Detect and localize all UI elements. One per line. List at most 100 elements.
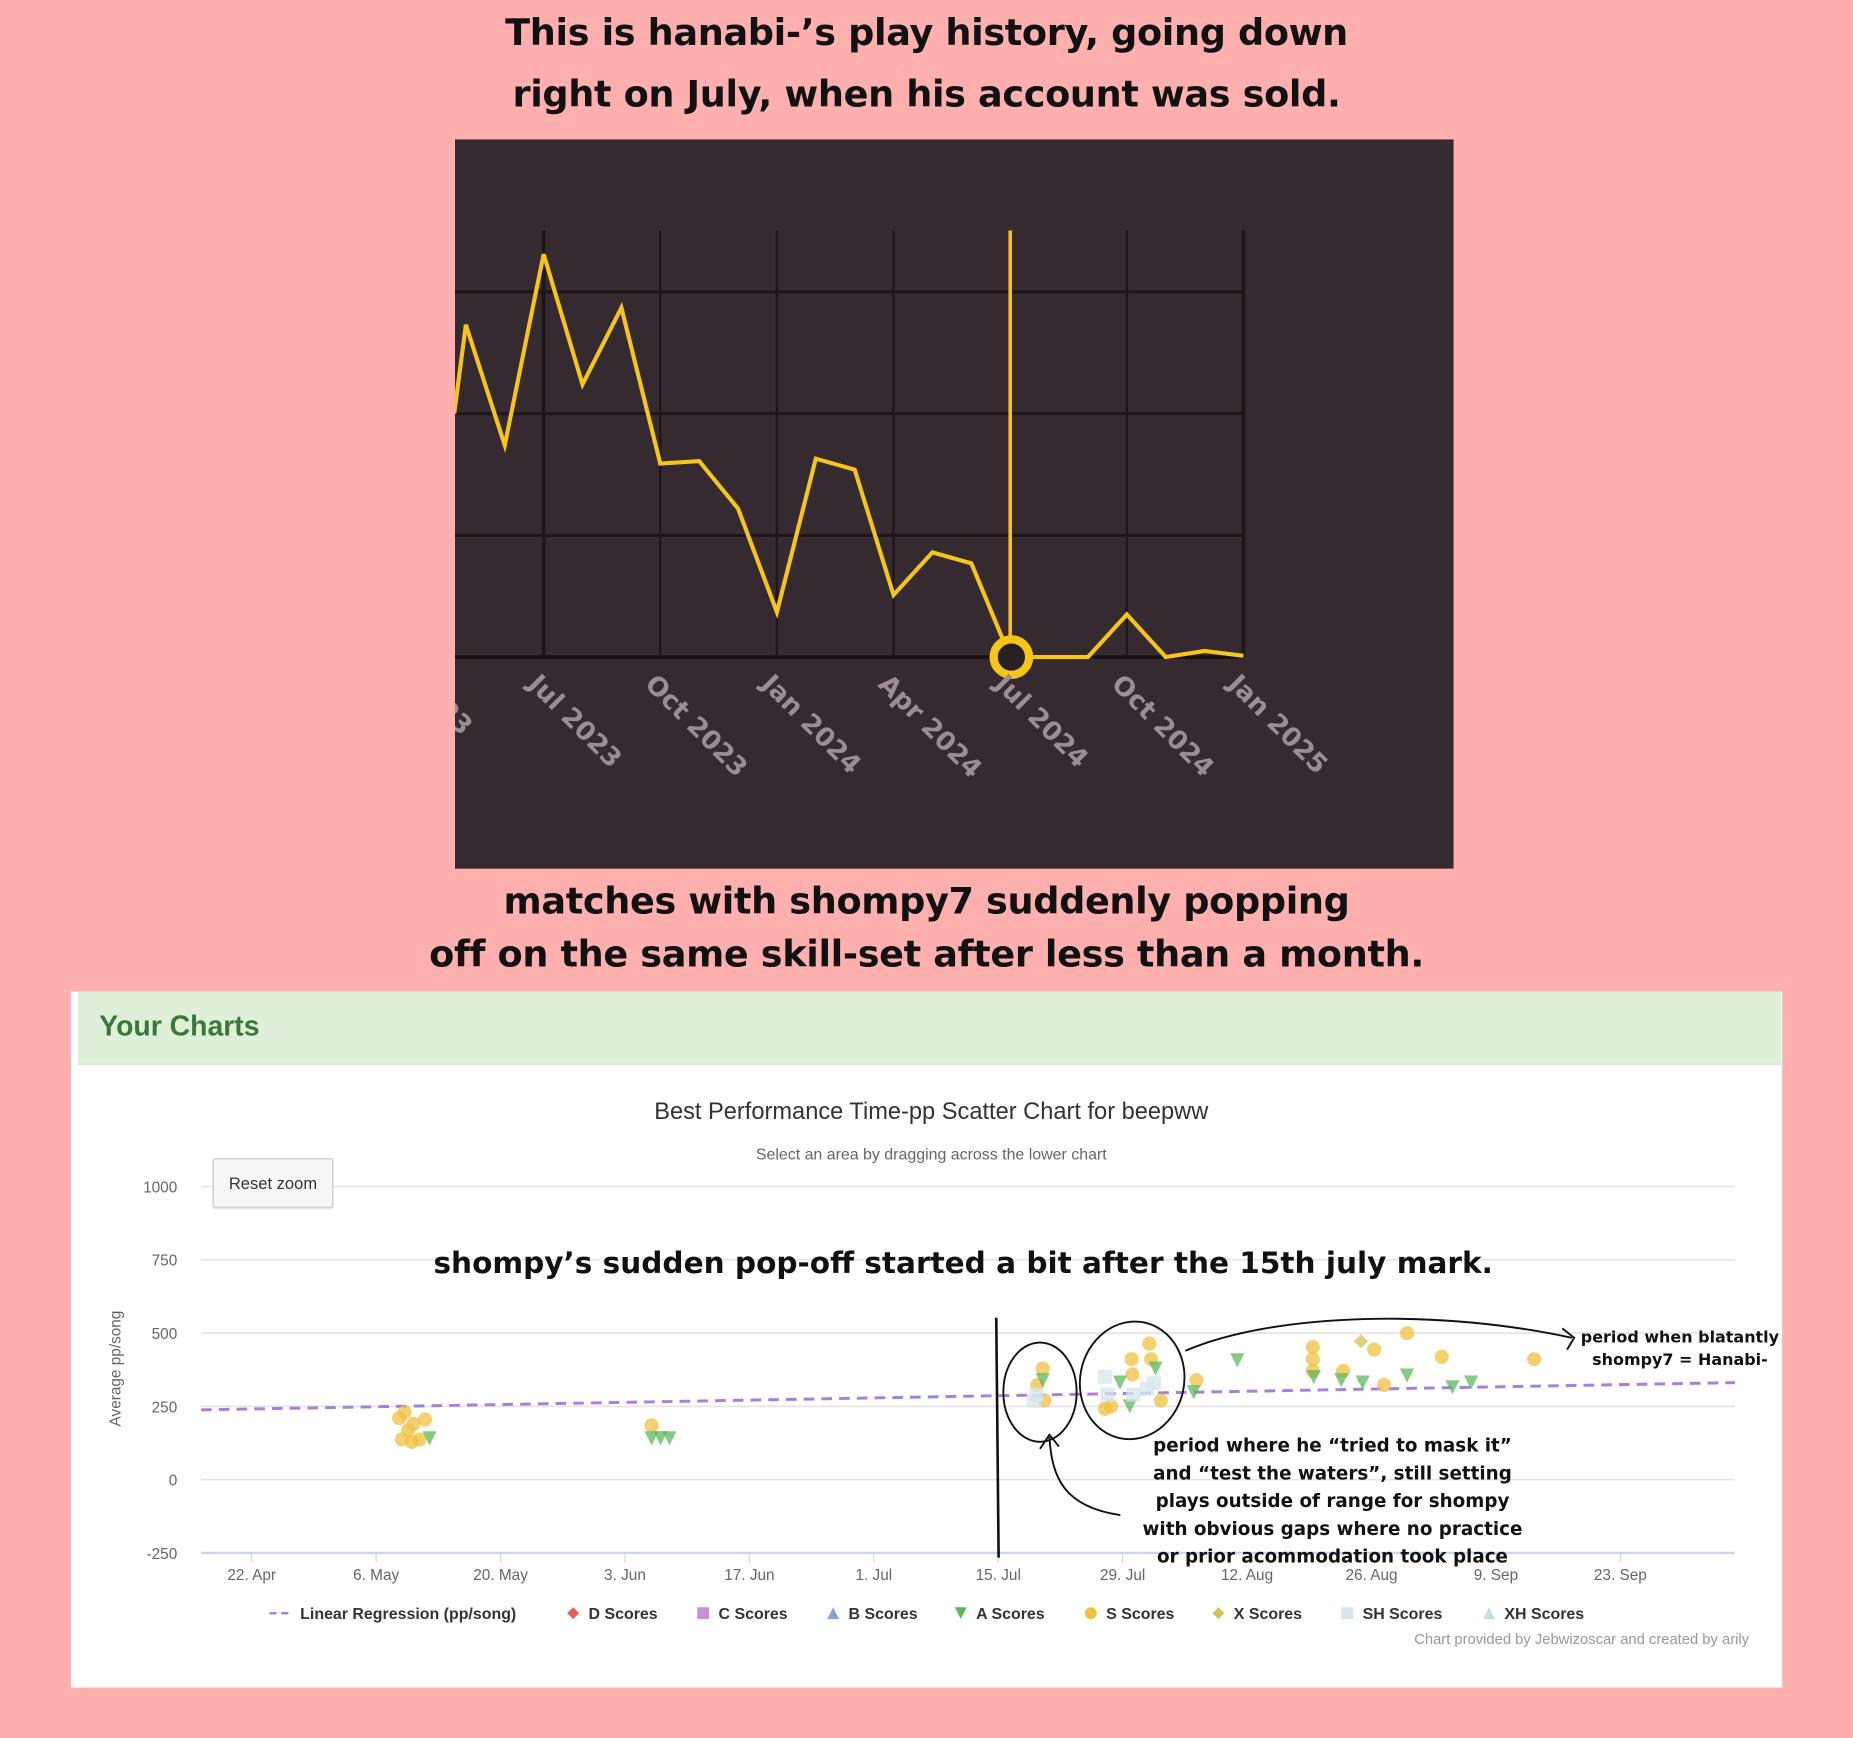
annotation-arrow-small xyxy=(1039,1433,1121,1517)
scatter-point-a-scores xyxy=(1035,1373,1050,1388)
legend-item[interactable]: S Scores xyxy=(1084,1606,1175,1623)
scatter-point-sh-scores xyxy=(1126,1387,1141,1402)
caption-mid-line1: matches with shompy7 suddenly popping xyxy=(503,880,1350,923)
legend-item[interactable]: Linear Regression (pp/song) xyxy=(269,1606,516,1623)
scatter-point-s-scores xyxy=(1142,1336,1157,1351)
annotation-blatant-line2: shompy7 = Hanabi- xyxy=(1592,1350,1768,1370)
scatter-point-a-scores xyxy=(1355,1375,1370,1390)
reset-zoom-button[interactable]: Reset zoom xyxy=(212,1158,334,1208)
annotation-mask-line: or prior acommodation took place xyxy=(1156,1545,1508,1568)
legend-diamond-icon xyxy=(1212,1607,1225,1620)
x-tick-label: 29. Jul xyxy=(1100,1567,1145,1584)
legend-item[interactable]: B Scores xyxy=(827,1606,918,1623)
annotation-blatant-line1: period when blatantly xyxy=(1580,1328,1780,1348)
y-tick-label: 750 xyxy=(152,1253,178,1270)
caption-top-line1: This is hanabi-’s play history, going do… xyxy=(505,11,1348,55)
legend-square-icon xyxy=(697,1607,710,1620)
x-tick-label: 12. Aug xyxy=(1221,1567,1273,1584)
legend-item[interactable]: C Scores xyxy=(697,1606,788,1623)
panel-title: Your Charts xyxy=(99,1010,260,1043)
legend-label: C Scores xyxy=(719,1606,788,1623)
x-tick-label: 17. Jun xyxy=(724,1567,774,1584)
legend-label: A Scores xyxy=(976,1606,1045,1623)
x-tick-label: 15. Jul xyxy=(976,1567,1021,1584)
legend-label: B Scores xyxy=(849,1606,918,1623)
scatter-point-a-scores xyxy=(1306,1369,1321,1385)
legend-diamond-icon xyxy=(567,1607,580,1620)
scatter-point-s-scores xyxy=(1305,1340,1320,1355)
scatter-point-a-scores xyxy=(1112,1375,1128,1390)
scatter-point-s-scores xyxy=(1399,1325,1415,1341)
x-tick-label: 22. Apr xyxy=(227,1567,276,1584)
scatter-point-sh-scores xyxy=(1100,1387,1115,1402)
legend-label: D Scores xyxy=(589,1606,658,1623)
chart-credit: Chart provided by Jebwizoscar and create… xyxy=(1414,1632,1749,1648)
x-tick-label: 3. Jun xyxy=(604,1567,646,1584)
scatter-point-s-scores xyxy=(1367,1342,1382,1357)
scatter-point-s-scores xyxy=(1527,1352,1542,1367)
legend-label: SH Scores xyxy=(1363,1606,1443,1623)
legend-item[interactable]: XH Scores xyxy=(1483,1606,1584,1623)
chart-title: Best Performance Time-pp Scatter Chart f… xyxy=(654,1099,1209,1125)
chart-subtitle: Select an area by dragging across the lo… xyxy=(756,1146,1107,1163)
caption-top-line2: right on July, when his account was sold… xyxy=(512,73,1341,116)
scatter-point-s-scores xyxy=(1125,1367,1140,1382)
play-history-chart-background xyxy=(454,139,1454,869)
scatter-point-s-scores xyxy=(1153,1393,1168,1408)
scatter-point-s-scores xyxy=(1305,1352,1320,1367)
y-tick-label: -250 xyxy=(147,1546,178,1563)
play-history-chart: 2023 Jul 2023 Oct 2023 Jan 2024 Apr 2024 Jul … xyxy=(454,230,1333,784)
annotation-vertical-mark xyxy=(994,1317,1000,1558)
legend-item[interactable]: X Scores xyxy=(1212,1606,1303,1623)
annotation-mask: period where he “tried to mask it” and “… xyxy=(1111,1432,1554,1571)
scatter-point-a-scores xyxy=(1148,1361,1163,1376)
scatter-point-s-scores xyxy=(1189,1373,1204,1388)
scatter-point-a-scores xyxy=(662,1431,677,1446)
your-charts-panel: Your Charts xyxy=(70,991,1783,1688)
legend-triangle-up-icon xyxy=(1483,1607,1495,1620)
scatter-point-a-scores xyxy=(1334,1373,1349,1388)
legend-square-icon xyxy=(1341,1607,1354,1620)
annotation-blatant: period when blatantly shompy7 = Hanabi- xyxy=(1577,1327,1784,1372)
scatter-point-s-scores xyxy=(404,1434,419,1449)
annotation-mask-line: and “test the waters”, still setting xyxy=(1153,1462,1512,1484)
legend-label: Linear Regression (pp/song) xyxy=(300,1606,516,1623)
x-tick-label: 20. May xyxy=(473,1567,528,1584)
scatter-point-s-scores xyxy=(406,1416,421,1432)
x-tick-label: 26. Aug xyxy=(1345,1567,1397,1584)
x-tick-label: 23. Sep xyxy=(1594,1567,1647,1584)
legend-item[interactable]: D Scores xyxy=(567,1606,658,1623)
x-tick-label: 6. May xyxy=(353,1567,399,1584)
annotation-arrow xyxy=(1184,1317,1572,1352)
annotation-arrowhead xyxy=(1561,1327,1576,1351)
scatter-point-s-scores xyxy=(1434,1349,1449,1364)
regression-line xyxy=(201,1381,1736,1412)
scatter-point-sh-scores xyxy=(1097,1369,1112,1384)
panel-header: Your Charts xyxy=(77,991,1781,1065)
annotation-mask-line: period where he “tried to mask it” xyxy=(1153,1434,1512,1456)
annotation-circle-large xyxy=(1078,1320,1186,1441)
scatter-point-a-scores xyxy=(1122,1399,1137,1414)
x-tick-label: 9. Sep xyxy=(1474,1567,1518,1584)
scatter-point-s-scores xyxy=(397,1405,412,1420)
annotation-mask-line: with obvious gaps where no practice xyxy=(1142,1518,1523,1540)
y-tick-label: 250 xyxy=(152,1399,178,1416)
scatter-point-x-scores xyxy=(1353,1334,1368,1349)
annotation-circle-small xyxy=(1002,1341,1078,1443)
scatter-point-s-scores xyxy=(1376,1377,1392,1393)
highlighted-point xyxy=(989,635,1034,679)
scatter-point-s-scores xyxy=(1124,1352,1139,1367)
scatter-point-a-scores xyxy=(1463,1375,1479,1390)
legend-item[interactable]: A Scores xyxy=(954,1606,1045,1623)
legend-triangle-down-icon xyxy=(954,1607,967,1620)
scatter-point-sh-scores xyxy=(1146,1375,1161,1390)
caption-mid-line2: off on the same skill-set after less tha… xyxy=(429,933,1424,977)
scatter-point-a-scores xyxy=(1399,1368,1415,1383)
scatter-point-a-scores xyxy=(1186,1385,1201,1400)
scatter-point-a-scores xyxy=(422,1431,437,1446)
legend-label: S Scores xyxy=(1106,1606,1174,1623)
legend-label: X Scores xyxy=(1234,1606,1302,1623)
legend-item[interactable]: SH Scores xyxy=(1341,1606,1442,1623)
